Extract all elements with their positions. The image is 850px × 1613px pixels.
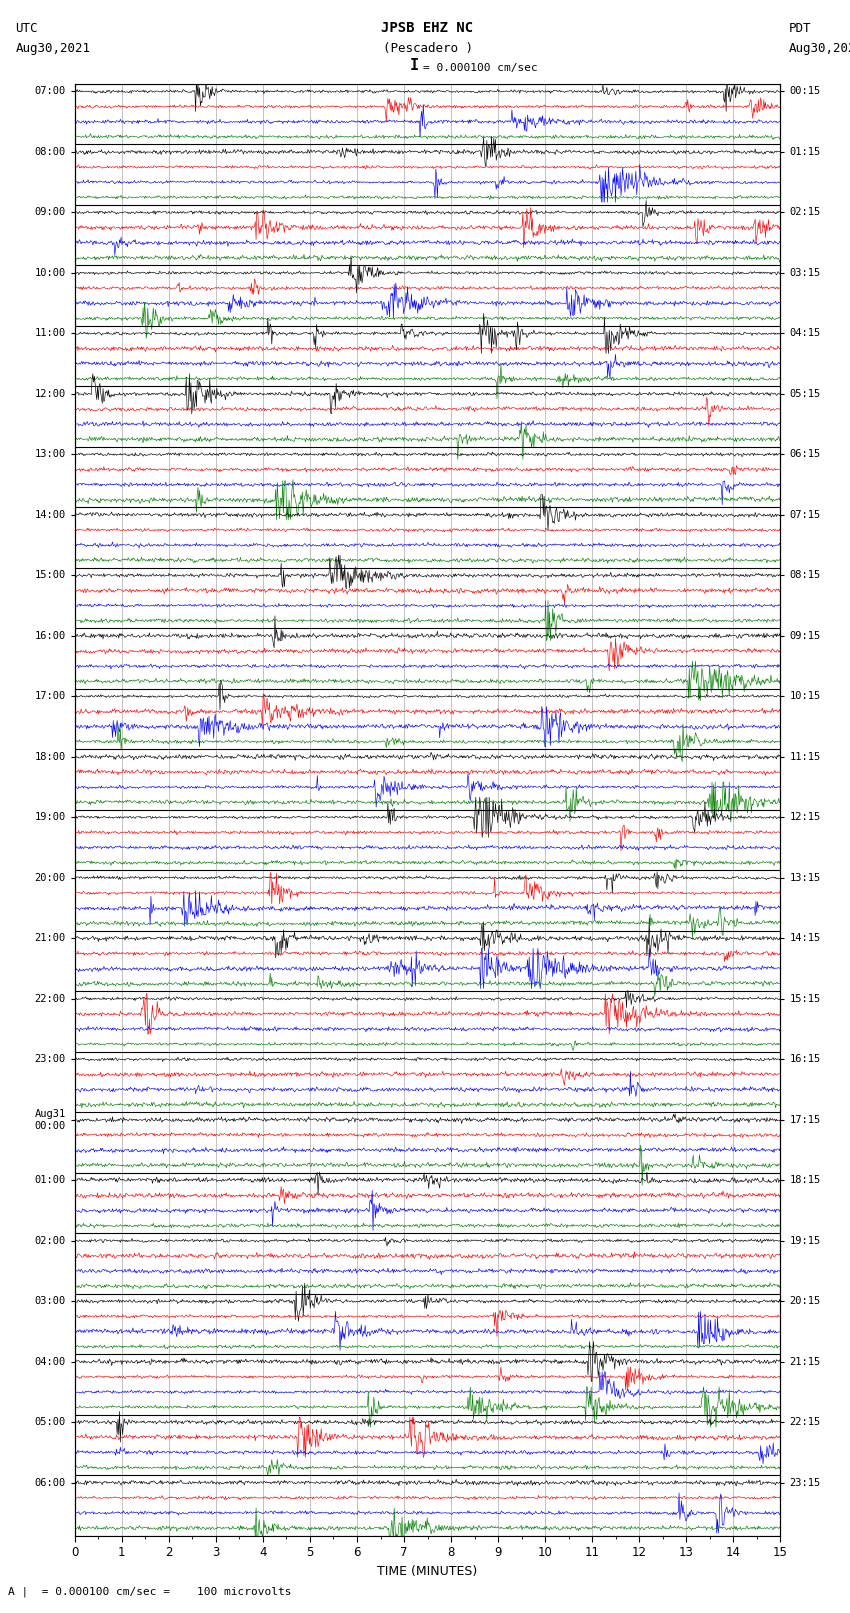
Text: (Pescadero ): (Pescadero ) [382, 42, 473, 55]
Text: JPSB EHZ NC: JPSB EHZ NC [382, 21, 473, 35]
Text: = 0.000100 cm/sec: = 0.000100 cm/sec [423, 63, 538, 73]
Text: UTC: UTC [15, 23, 37, 35]
Text: Aug30,2021: Aug30,2021 [15, 42, 90, 55]
X-axis label: TIME (MINUTES): TIME (MINUTES) [377, 1565, 478, 1578]
Text: PDT: PDT [789, 23, 811, 35]
Text: Aug30,2021: Aug30,2021 [789, 42, 850, 55]
Text: I: I [411, 58, 419, 73]
Text: A |  = 0.000100 cm/sec =    100 microvolts: A | = 0.000100 cm/sec = 100 microvolts [8, 1586, 292, 1597]
